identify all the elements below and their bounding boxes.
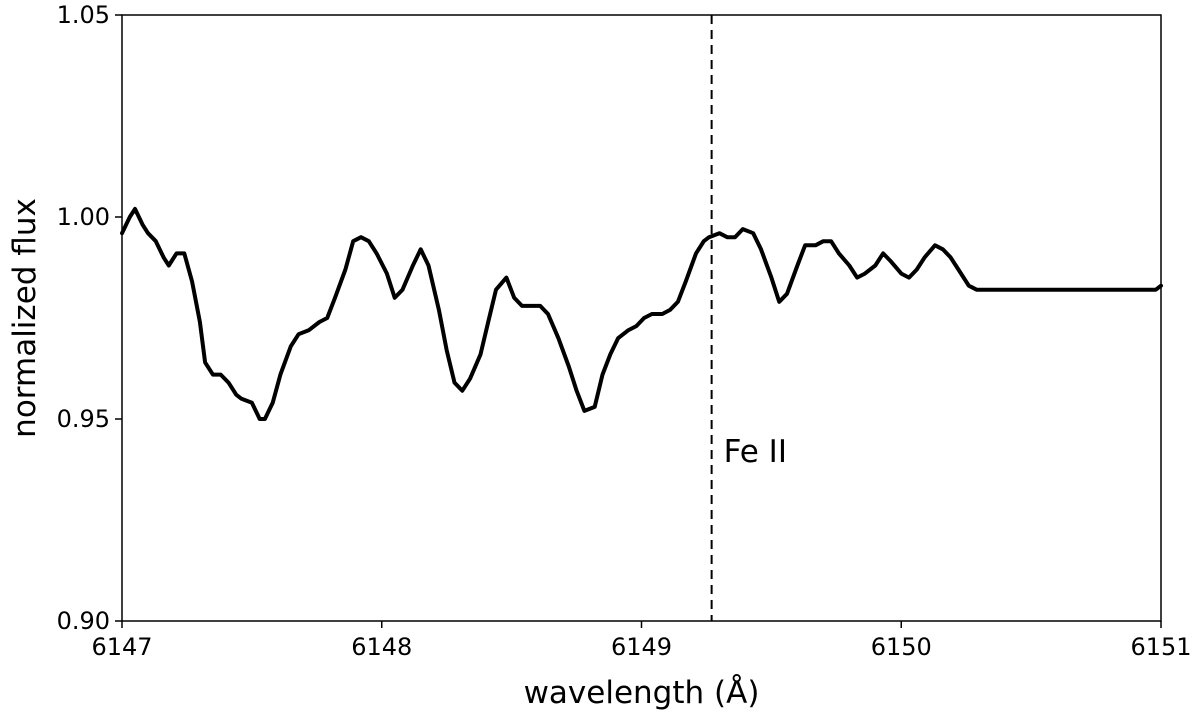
- x-axis: 6147 6148 6149 6150 6151: [91, 621, 1192, 661]
- y-axis: 0.90 0.95 1.00 1.05: [57, 1, 122, 635]
- spectrum-line: [120, 206, 1163, 421]
- y-tick-label: 1.05: [57, 1, 110, 29]
- y-axis-label: normalized flux: [7, 198, 43, 438]
- x-tick-label: 6150: [871, 633, 932, 661]
- fe-ii-annotation: Fe II: [724, 434, 787, 470]
- y-tick-label: 0.90: [57, 607, 110, 635]
- y-tick-label: 0.95: [57, 405, 110, 433]
- chart-marks: [120, 15, 1163, 621]
- x-tick-label: 6149: [611, 633, 672, 661]
- y-tick-label: 1.00: [57, 203, 110, 231]
- x-tick-label: 6147: [91, 633, 152, 661]
- x-axis-label: wavelength (Å): [524, 675, 760, 711]
- x-tick-label: 6151: [1130, 633, 1191, 661]
- x-tick-label: 6148: [351, 633, 412, 661]
